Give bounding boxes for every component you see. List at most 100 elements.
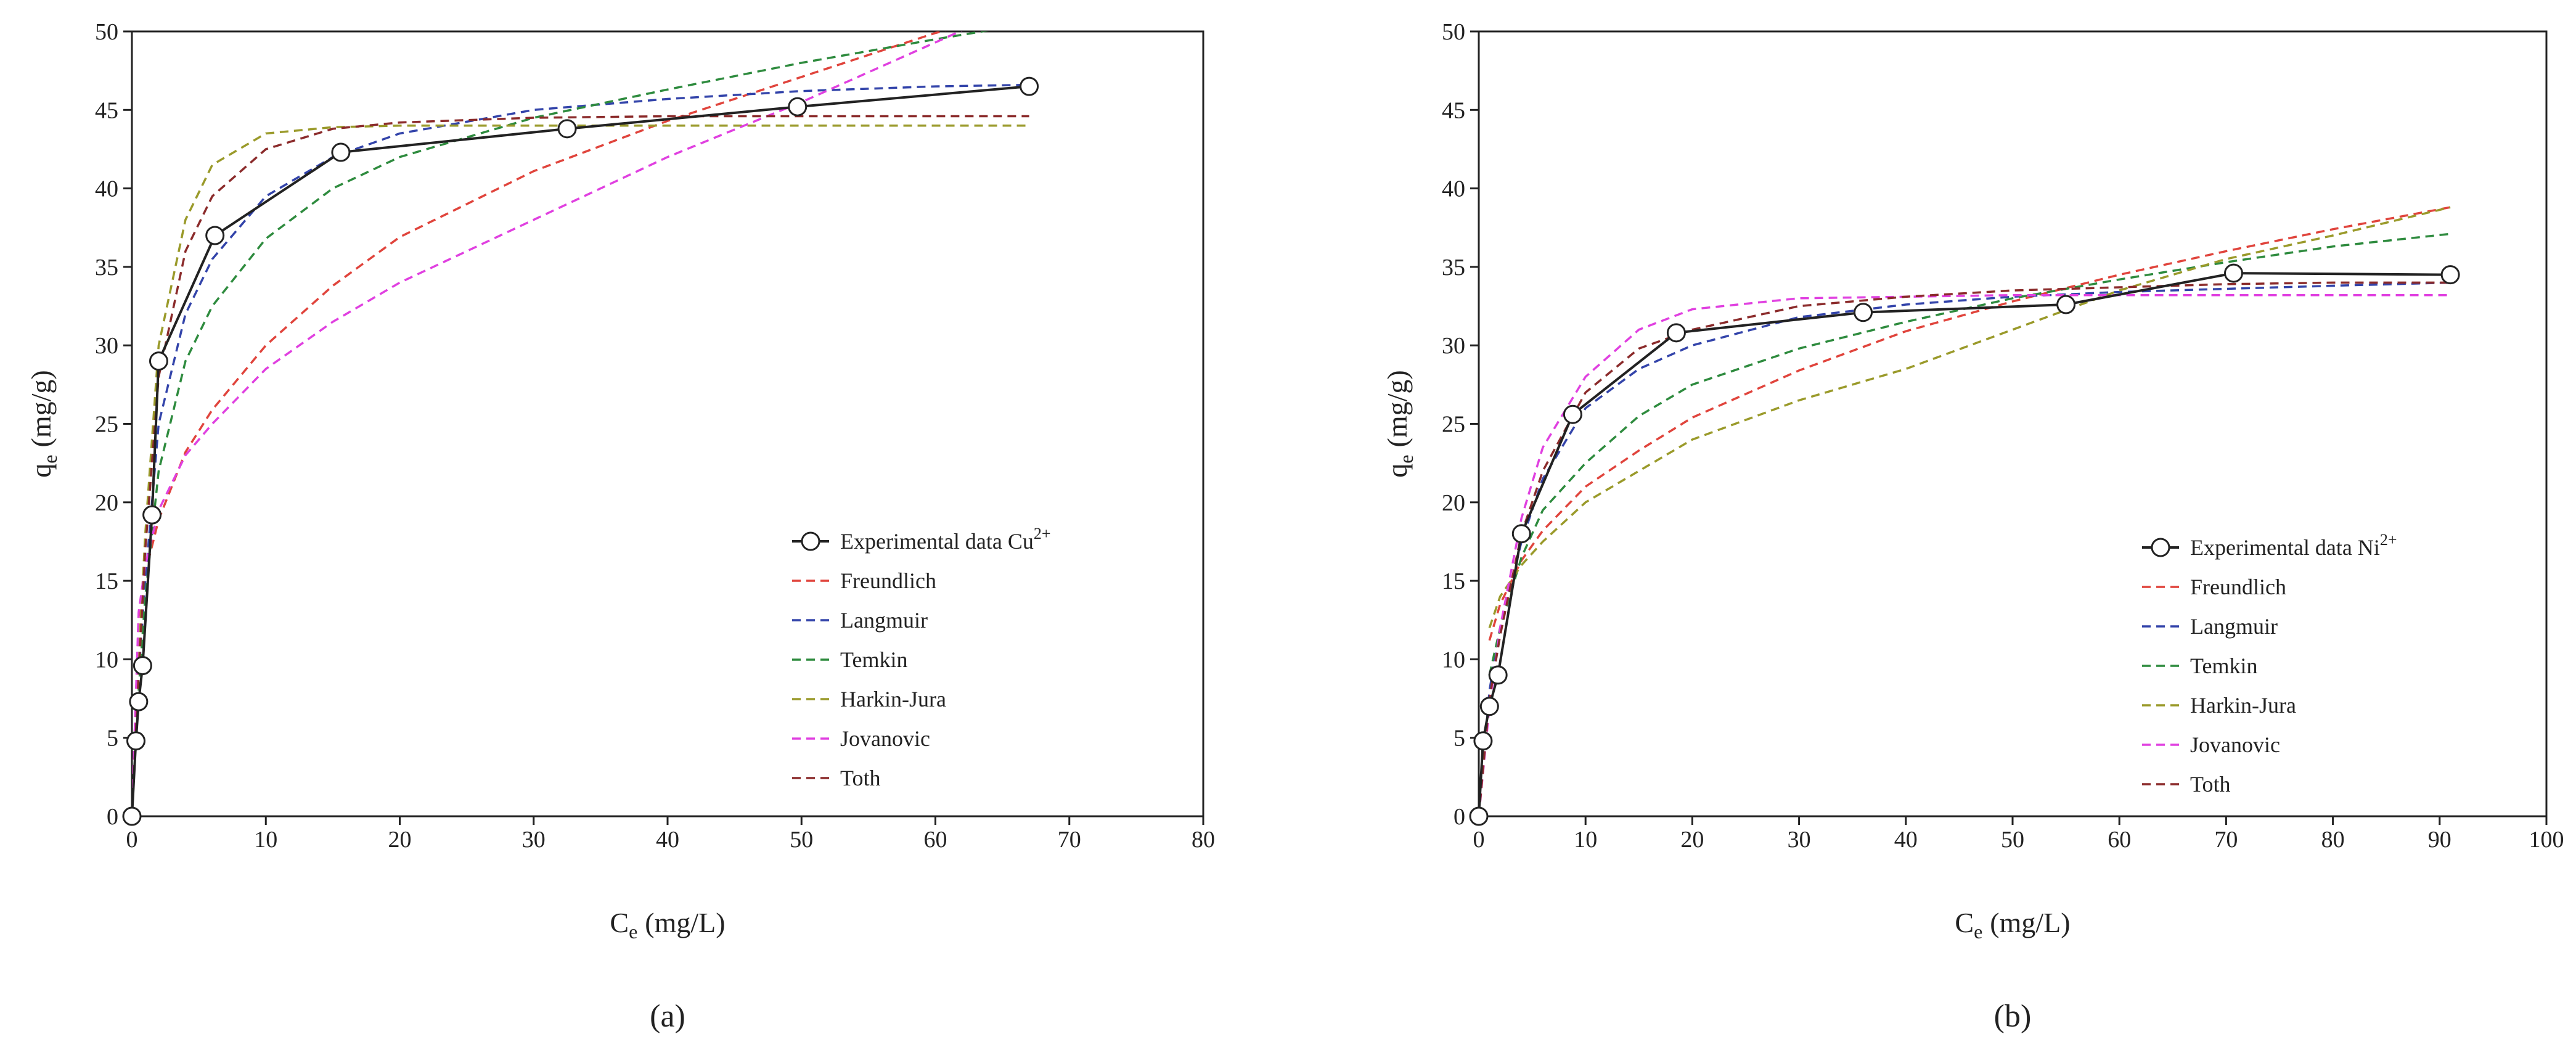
x-tick-label: 90: [2428, 827, 2451, 853]
legend-name: Jovanovic: [840, 726, 930, 751]
x-tick-label: 0: [126, 827, 138, 853]
panel: 0 10 20 30 40 50 60 70 80 90 100 0 5 10 15 20 25 30 35 40 45…: [1381, 19, 2564, 1034]
panel: 0 10 20 30 40 50 60 70 80 0 5 10 15 20 25 30 35 40 45 50 Ce (…: [25, 19, 1215, 1034]
x-axis-unit: (mg/L): [645, 907, 725, 938]
data-point: [1473, 731, 1493, 751]
legend-label: Harkin-Jura: [840, 687, 946, 711]
model-curve: [132, 31, 963, 816]
x-tick-label: 80: [2321, 827, 2345, 853]
y-tick-label: 25: [95, 412, 118, 438]
x-tick-label: 50: [790, 827, 813, 853]
data-point: [331, 142, 351, 162]
legend-name: Jovanovic: [2190, 732, 2280, 757]
data-point: [1511, 524, 1531, 544]
y-tick-label: 45: [1442, 97, 1465, 123]
legend-name: Toth: [840, 766, 880, 790]
legend-label: Jovanovic: [840, 726, 930, 751]
y-tick-label: 15: [95, 568, 118, 594]
y-tick-label: 20: [95, 490, 118, 516]
data-point: [122, 806, 142, 826]
model-curve: [1479, 281, 2451, 816]
x-tick-label: 30: [1788, 827, 1811, 853]
y-axis-title: qe (mg/g): [25, 370, 61, 477]
data-point: [557, 119, 577, 139]
panel-label: (b): [1994, 999, 2032, 1034]
legend-name: Temkin: [840, 647, 907, 672]
y-tick-label: 50: [95, 19, 118, 45]
y-tick-label: 40: [1442, 176, 1465, 202]
legend-label: Experimental data Cu2+: [840, 525, 1051, 554]
y-tick-label: 10: [95, 647, 118, 673]
legend-label: Temkin: [840, 647, 907, 672]
y-axis-symbol: q: [25, 464, 57, 478]
y-tick-label: 40: [95, 176, 118, 202]
legend-label: Freundlich: [2190, 575, 2286, 599]
y-tick-label: 0: [1454, 804, 1465, 830]
legend-name: Experimental data Ni: [2190, 535, 2380, 560]
x-tick-label: 70: [1058, 827, 1081, 853]
legend-name: Toth: [2190, 772, 2230, 797]
x-tick-label: 10: [254, 827, 277, 853]
model-curve: [137, 31, 989, 691]
data-point: [1563, 404, 1582, 424]
x-tick-label: 20: [1680, 827, 1704, 853]
legend-label: Freundlich: [840, 568, 936, 593]
y-axis-unit: (mg/g): [25, 370, 57, 447]
x-axis-symbol: C: [1955, 907, 1974, 938]
y-axis-subscript: e: [1395, 455, 1417, 464]
y-tick-label: 10: [1442, 647, 1465, 673]
y-axis-subscript: e: [39, 455, 61, 464]
y-axis-unit: (mg/g): [1381, 370, 1413, 447]
y-tick-label: 25: [1442, 412, 1465, 438]
model-curve: [132, 125, 1029, 816]
plot-frame: [1478, 30, 2548, 818]
y-tick-label: 50: [1442, 19, 1465, 45]
legend-name: Harkin-Jura: [2190, 693, 2296, 718]
x-tick-label: 80: [1192, 827, 1215, 853]
data-point: [205, 226, 225, 245]
y-tick-label: 20: [1442, 490, 1465, 516]
data-point: [1020, 76, 1039, 96]
plot-frame: [131, 30, 1204, 818]
data-point: [133, 656, 152, 676]
panel-label: (a): [650, 999, 685, 1034]
x-axis-title: Ce (mg/L): [1955, 907, 2070, 943]
legend-name: Harkin-Jura: [840, 687, 946, 711]
data-point: [2056, 295, 2076, 314]
legend-label: Jovanovic: [2190, 732, 2280, 757]
x-axis-subscript: e: [1974, 920, 1982, 943]
y-axis-symbol: q: [1381, 464, 1413, 478]
x-tick-label: 60: [2108, 827, 2131, 853]
x-axis-unit: (mg/L): [1990, 907, 2070, 938]
legend-label: Langmuir: [840, 608, 928, 633]
legend-label: Temkin: [2190, 654, 2257, 678]
data-point: [1469, 806, 1489, 826]
x-axis-title: Ce (mg/L): [610, 907, 725, 943]
legend-marker: [2151, 538, 2170, 557]
data-point: [142, 505, 162, 525]
legend-superscript: 2+: [2380, 531, 2397, 549]
data-point: [1666, 323, 1686, 343]
y-tick-label: 0: [107, 804, 118, 830]
model-curve: [1479, 293, 2451, 816]
y-tick-label: 5: [107, 726, 118, 752]
y-tick-label: 30: [1442, 333, 1465, 359]
x-tick-label: 50: [2001, 827, 2024, 853]
plot-area: [1479, 206, 2451, 816]
model-curve: [1488, 206, 2451, 629]
legend-name: Experimental data Cu: [840, 529, 1034, 554]
legend-name: Freundlich: [840, 568, 936, 593]
data-point: [1479, 697, 1499, 716]
legend-name: Langmuir: [840, 608, 928, 633]
y-tick-label: 45: [95, 97, 118, 123]
x-axis-symbol: C: [610, 907, 629, 938]
legend-name: Temkin: [2190, 654, 2257, 678]
x-tick-label: 10: [1574, 827, 1597, 853]
y-tick-label: 5: [1454, 726, 1465, 752]
y-tick-label: 35: [1442, 255, 1465, 281]
legend-marker: [801, 531, 820, 551]
x-axis-subscript: e: [629, 920, 637, 943]
data-point: [788, 97, 808, 117]
